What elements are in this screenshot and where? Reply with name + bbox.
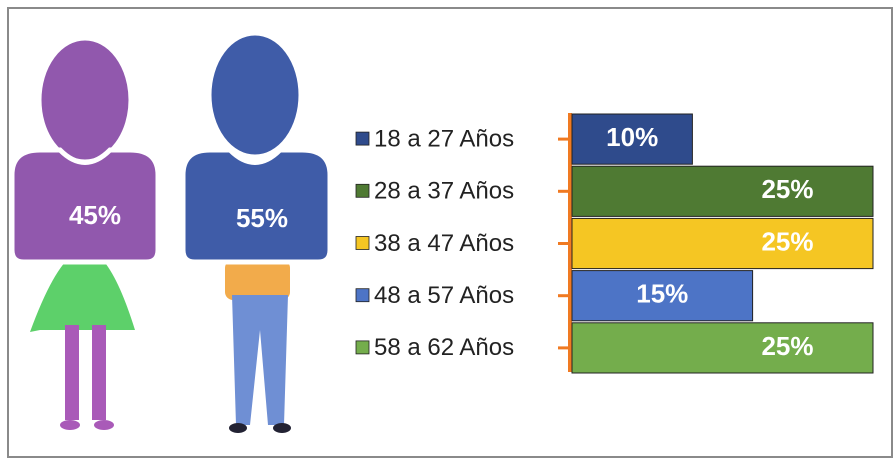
value-label: 25%: [761, 226, 813, 256]
legend-swatch: [355, 340, 370, 355]
legend-label: 48 a 57 Años: [374, 282, 514, 309]
value-label: 15%: [636, 279, 688, 309]
bar: [571, 270, 754, 322]
bar: [571, 217, 874, 270]
legend-swatch: [355, 288, 370, 303]
legend-swatch: [355, 236, 370, 250]
man-figure: [180, 30, 333, 433]
value-label: 45%: [69, 200, 121, 230]
value-label: 25%: [761, 174, 813, 204]
legend-label: 18 a 27 Años: [374, 125, 514, 152]
value-label: 25%: [761, 331, 813, 361]
value-label: 10%: [606, 122, 658, 152]
value-label: 55%: [236, 203, 288, 233]
bar: [571, 165, 874, 217]
bar: [571, 113, 693, 165]
bar: [571, 322, 874, 374]
legend-label: 38 a 47 Años: [374, 230, 514, 257]
legend-swatch: [355, 131, 370, 146]
legend-swatch: [355, 183, 370, 198]
pictogram-sign: [9, 147, 161, 265]
legend-label: 58 a 62 Años: [374, 334, 514, 361]
woman-figure: [9, 35, 161, 430]
legend-label: 28 a 37 Años: [374, 178, 514, 205]
pictogram-sign: [180, 147, 333, 265]
